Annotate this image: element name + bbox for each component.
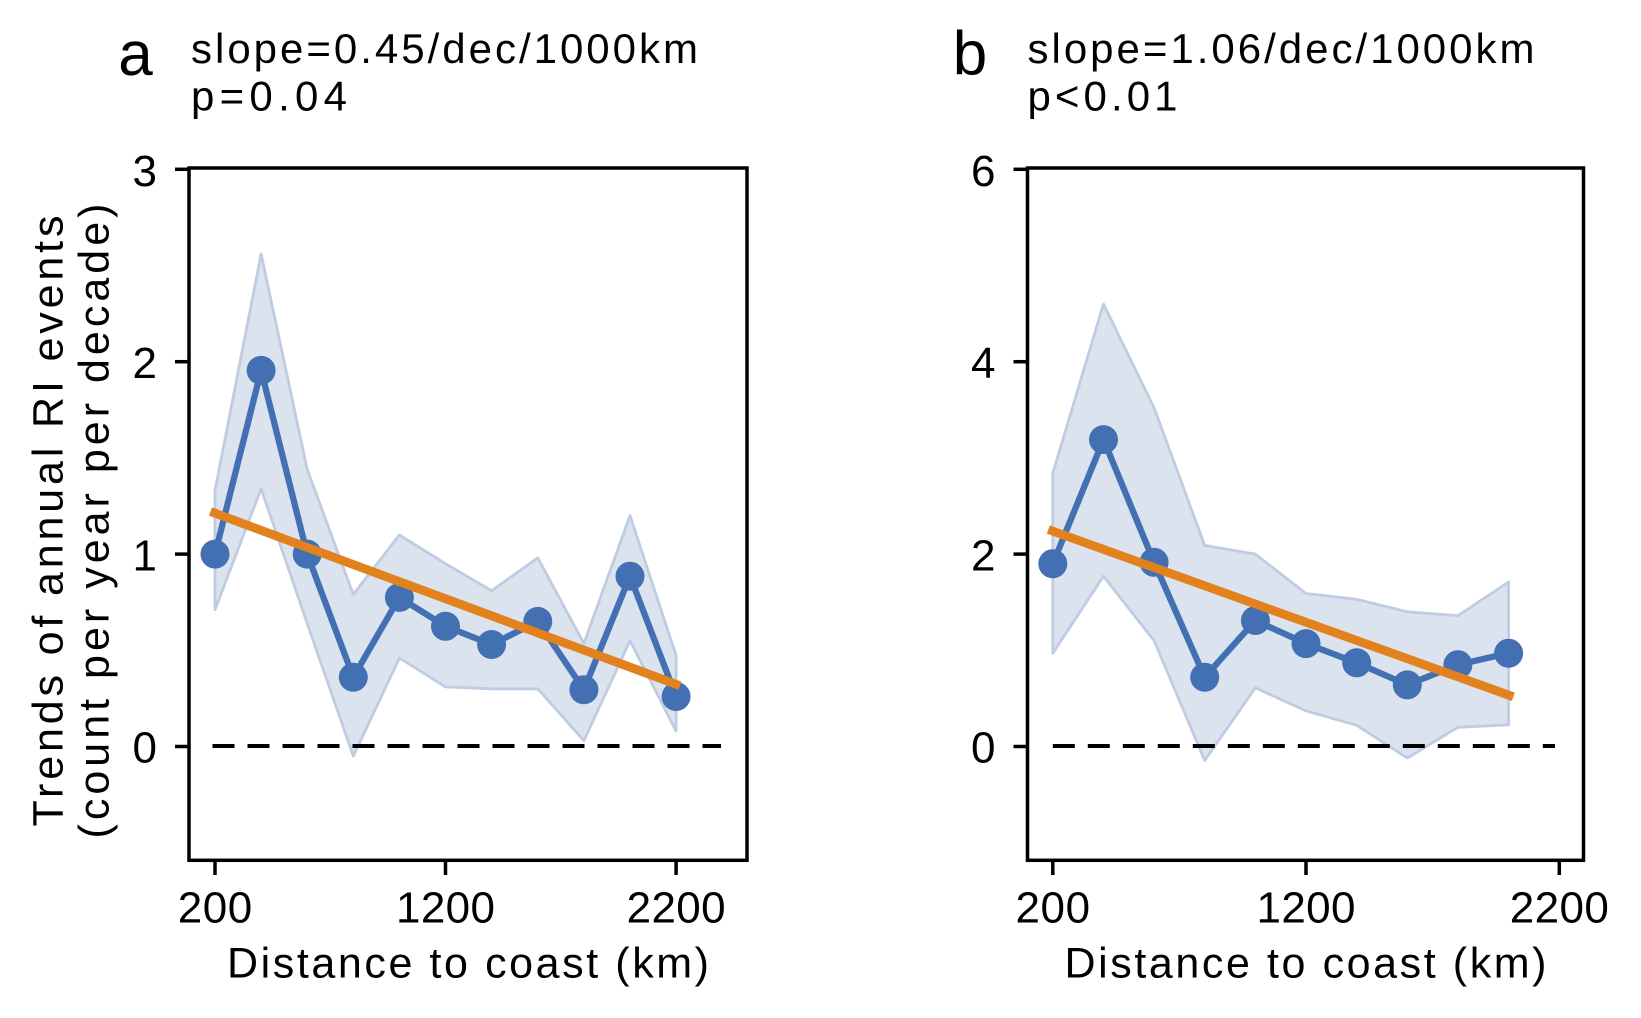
svg-text:a: a [118, 20, 153, 89]
svg-text:6: 6 [971, 147, 995, 196]
svg-text:0: 0 [971, 724, 995, 773]
svg-text:p<0.01: p<0.01 [1028, 72, 1178, 119]
svg-text:Trends of annual RI events: Trends of annual RI events [24, 216, 72, 827]
svg-text:(count per year per decade): (count per year per decade) [71, 204, 119, 839]
svg-text:slope=1.06/dec/1000km: slope=1.06/dec/1000km [1028, 25, 1535, 72]
svg-text:1: 1 [133, 531, 157, 580]
svg-text:200: 200 [178, 884, 253, 933]
svg-text:2200: 2200 [627, 884, 726, 933]
svg-text:1200: 1200 [396, 884, 495, 933]
svg-text:2200: 2200 [1510, 884, 1609, 933]
svg-text:2: 2 [971, 531, 995, 580]
svg-text:1200: 1200 [1257, 884, 1356, 933]
svg-text:0: 0 [133, 724, 157, 773]
svg-text:200: 200 [1016, 884, 1091, 933]
svg-text:2: 2 [133, 339, 157, 388]
svg-text:slope=0.45/dec/1000km: slope=0.45/dec/1000km [191, 25, 698, 72]
svg-text:b: b [953, 19, 987, 88]
svg-text:4: 4 [971, 339, 995, 388]
svg-text:3: 3 [133, 147, 157, 196]
